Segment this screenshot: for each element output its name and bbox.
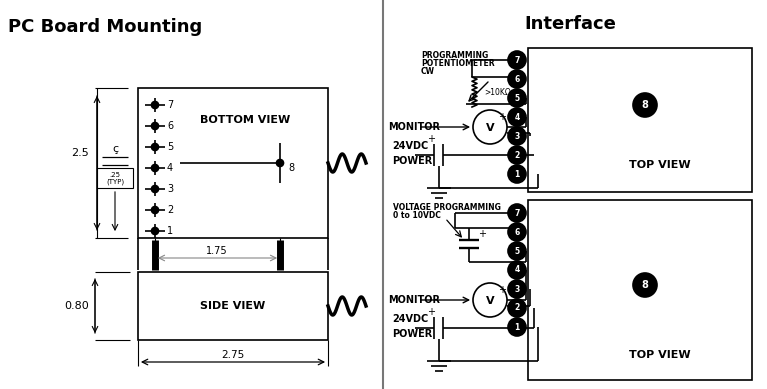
Text: POTENTIOMETER: POTENTIOMETER bbox=[421, 58, 495, 68]
Circle shape bbox=[508, 261, 526, 279]
Text: 2: 2 bbox=[515, 303, 519, 312]
Text: 4: 4 bbox=[515, 112, 519, 121]
Circle shape bbox=[508, 299, 526, 317]
Text: 6: 6 bbox=[167, 121, 173, 131]
Bar bbox=[528, 48, 752, 192]
Circle shape bbox=[508, 223, 526, 241]
Text: 8: 8 bbox=[641, 280, 648, 290]
Circle shape bbox=[508, 280, 526, 298]
Text: CW: CW bbox=[421, 67, 435, 75]
Text: 3: 3 bbox=[167, 184, 173, 194]
Text: TOP VIEW: TOP VIEW bbox=[629, 160, 691, 170]
Circle shape bbox=[508, 204, 526, 222]
Circle shape bbox=[508, 108, 526, 126]
Text: 2: 2 bbox=[515, 151, 519, 159]
Circle shape bbox=[508, 51, 526, 69]
Text: 2.5: 2.5 bbox=[71, 148, 89, 158]
Text: VOLTAGE PROGRAMMING: VOLTAGE PROGRAMMING bbox=[393, 203, 501, 212]
Text: 0 to 10VDC: 0 to 10VDC bbox=[393, 210, 441, 219]
Text: BOTTOM VIEW: BOTTOM VIEW bbox=[200, 115, 290, 125]
Text: MONITOR: MONITOR bbox=[388, 295, 440, 305]
Text: +: + bbox=[478, 229, 486, 239]
Circle shape bbox=[152, 186, 159, 193]
Circle shape bbox=[152, 207, 159, 214]
Text: 1: 1 bbox=[515, 170, 519, 179]
Text: 0.80: 0.80 bbox=[64, 301, 89, 311]
Circle shape bbox=[633, 93, 657, 117]
Circle shape bbox=[276, 159, 284, 166]
Text: 7: 7 bbox=[515, 56, 520, 65]
Text: 2: 2 bbox=[167, 205, 173, 215]
Text: SIDE VIEW: SIDE VIEW bbox=[200, 301, 265, 311]
Text: 1: 1 bbox=[515, 322, 519, 331]
Text: V: V bbox=[486, 123, 494, 133]
Text: >10KΩ: >10KΩ bbox=[484, 88, 511, 96]
Text: 24VDC: 24VDC bbox=[392, 314, 428, 324]
Text: 5: 5 bbox=[515, 247, 519, 256]
Text: POWER: POWER bbox=[392, 156, 433, 166]
Bar bbox=[97, 168, 133, 188]
Text: 24VDC: 24VDC bbox=[392, 141, 428, 151]
Circle shape bbox=[152, 102, 159, 109]
Circle shape bbox=[152, 228, 159, 235]
Circle shape bbox=[508, 318, 526, 336]
Text: POWER: POWER bbox=[392, 329, 433, 339]
Circle shape bbox=[152, 144, 159, 151]
Text: +: + bbox=[427, 134, 435, 144]
Circle shape bbox=[473, 283, 507, 317]
Text: PROGRAMMING: PROGRAMMING bbox=[421, 51, 489, 60]
Circle shape bbox=[508, 242, 526, 260]
Text: 5: 5 bbox=[515, 93, 519, 102]
Text: 6: 6 bbox=[515, 228, 519, 237]
Bar bbox=[138, 88, 328, 238]
Text: +: + bbox=[427, 307, 435, 317]
Text: 5: 5 bbox=[167, 142, 173, 152]
Text: 1.75: 1.75 bbox=[206, 246, 228, 256]
Circle shape bbox=[508, 127, 526, 145]
Text: TOP VIEW: TOP VIEW bbox=[629, 350, 691, 360]
Text: 7: 7 bbox=[167, 100, 173, 110]
Circle shape bbox=[633, 273, 657, 297]
Text: Interface: Interface bbox=[524, 15, 616, 33]
Text: PC Board Mounting: PC Board Mounting bbox=[8, 18, 202, 36]
Text: +: + bbox=[498, 112, 506, 122]
Text: 8: 8 bbox=[288, 163, 294, 173]
Text: V: V bbox=[486, 296, 494, 306]
Text: .25
(TYP): .25 (TYP) bbox=[106, 172, 124, 184]
Text: ç: ç bbox=[112, 144, 118, 154]
Bar bbox=[138, 272, 328, 340]
Text: 4: 4 bbox=[167, 163, 173, 173]
Circle shape bbox=[508, 89, 526, 107]
Text: 6: 6 bbox=[515, 75, 519, 84]
Text: MONITOR: MONITOR bbox=[388, 122, 440, 132]
Text: 3: 3 bbox=[515, 131, 519, 140]
Text: 8: 8 bbox=[641, 100, 648, 110]
Text: 7: 7 bbox=[515, 209, 520, 217]
Circle shape bbox=[508, 146, 526, 164]
Text: 3: 3 bbox=[515, 284, 519, 293]
Text: 1: 1 bbox=[167, 226, 173, 236]
Circle shape bbox=[152, 123, 159, 130]
Text: 2.75: 2.75 bbox=[222, 350, 245, 360]
Text: +: + bbox=[498, 285, 506, 295]
Bar bbox=[528, 200, 752, 380]
Circle shape bbox=[508, 165, 526, 183]
Text: 4: 4 bbox=[515, 266, 519, 275]
Circle shape bbox=[152, 165, 159, 172]
Circle shape bbox=[508, 70, 526, 88]
Circle shape bbox=[473, 110, 507, 144]
